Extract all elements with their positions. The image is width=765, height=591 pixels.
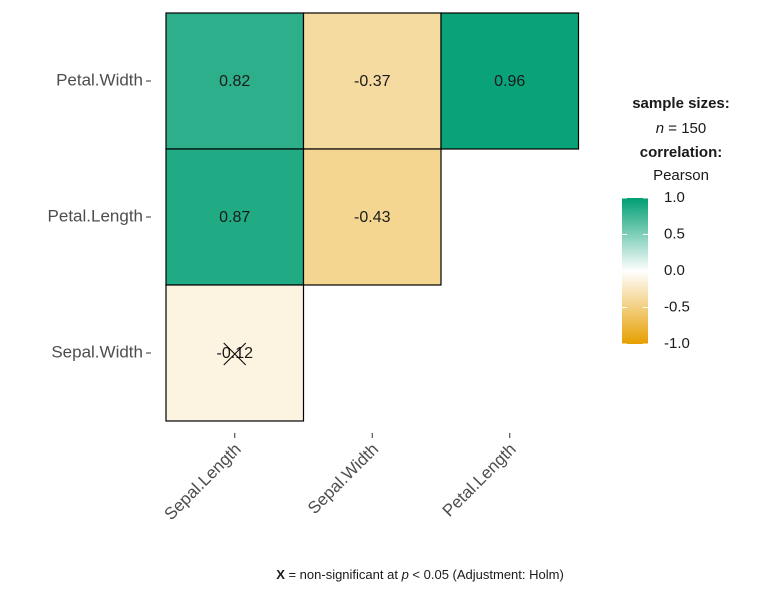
cell-label: 0.87 (219, 209, 250, 226)
colorbar-tick-label: 0.5 (664, 225, 685, 242)
y-tick-label: Petal.Length (48, 206, 143, 225)
caption-x: X (276, 567, 285, 582)
n-text: = 150 (664, 120, 706, 137)
caption-text: = non-significant at (285, 567, 402, 582)
legend-correlation-title: correlation: (640, 144, 723, 161)
heatmap-cell (302, 12, 442, 150)
cell-label: -0.37 (354, 73, 391, 90)
colorbar-tick-label: 0.0 (664, 262, 685, 279)
heatmap-cell (440, 12, 580, 150)
legend-sample-title: sample sizes: (632, 95, 730, 112)
legend: sample sizes: n = 150 correlation: Pears… (632, 95, 730, 184)
cell-label: 0.96 (494, 73, 525, 90)
heatmap-cell (165, 284, 305, 422)
y-tick-label: Petal.Width (56, 70, 143, 89)
non-significant-cross (223, 342, 247, 366)
y-tick-label: Sepal.Width (51, 342, 143, 361)
x-tick-label: Petal.Length (439, 440, 520, 521)
heatmap-cell (165, 148, 305, 286)
heatmap-cell (165, 12, 305, 150)
x-tick-label: Sepal.Width (304, 440, 382, 518)
n-symbol: n (656, 120, 664, 137)
colorbar-tick-label: -0.5 (664, 298, 690, 315)
x-tick-label: Sepal.Length (160, 440, 244, 524)
legend-sample-size: n = 150 (656, 120, 706, 137)
colorbar-tick-label: 1.0 (664, 189, 685, 206)
legend-method: Pearson (653, 167, 709, 184)
cell-label: -0.43 (354, 209, 391, 226)
caption-p: p (401, 567, 409, 582)
heatmap-cell (302, 148, 442, 286)
caption: X = non-significant at p < 0.05 (Adjustm… (276, 567, 564, 582)
colorbar-tick-label: -1.0 (664, 335, 690, 352)
cell-label: 0.82 (219, 73, 250, 90)
caption-text: < 0.05 (Adjustment: Holm) (409, 567, 564, 582)
